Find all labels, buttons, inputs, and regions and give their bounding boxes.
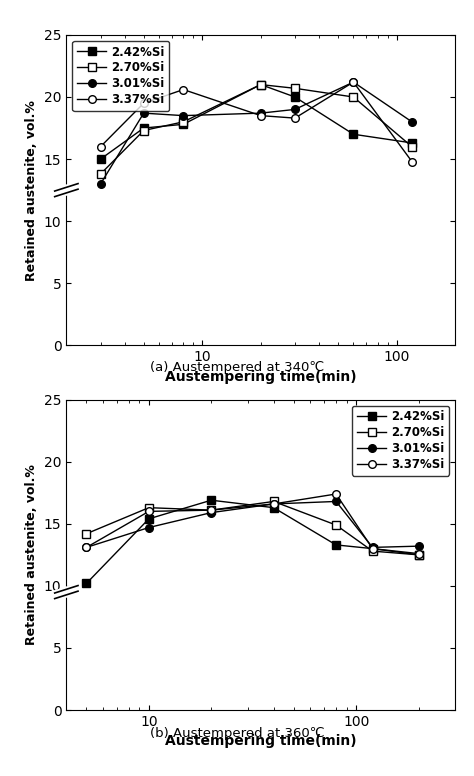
3.01%Si <box>416 542 421 551</box>
2.70%Si <box>370 546 375 556</box>
3.01%Si <box>258 109 264 118</box>
Line: 2.42%Si: 2.42%Si <box>82 497 422 587</box>
2.42%Si <box>271 503 276 512</box>
3.01%Si <box>271 499 276 508</box>
3.01%Si <box>146 523 152 532</box>
Text: (a) Austempered at 340℃: (a) Austempered at 340℃ <box>150 361 324 374</box>
2.42%Si <box>258 80 264 89</box>
2.70%Si <box>351 92 356 102</box>
Line: 2.70%Si: 2.70%Si <box>82 497 422 559</box>
2.42%Si <box>292 92 298 102</box>
2.70%Si <box>98 169 103 178</box>
2.70%Si <box>83 529 89 539</box>
Text: (b) Austempered at 360℃: (b) Austempered at 360℃ <box>150 727 324 740</box>
X-axis label: Austempering time(min): Austempering time(min) <box>165 369 356 384</box>
3.01%Si <box>333 497 339 506</box>
3.01%Si <box>141 109 146 118</box>
3.01%Si <box>292 105 298 114</box>
2.42%Si <box>370 544 375 553</box>
3.37%Si <box>370 544 375 553</box>
Line: 3.01%Si: 3.01%Si <box>82 497 422 551</box>
2.42%Si <box>351 130 356 139</box>
2.42%Si <box>209 496 214 505</box>
2.42%Si <box>416 550 421 559</box>
3.01%Si <box>83 542 89 552</box>
3.37%Si <box>416 549 421 558</box>
2.42%Si <box>333 540 339 549</box>
Y-axis label: Retained austenite, vol.%: Retained austenite, vol.% <box>25 99 38 281</box>
3.01%Si <box>409 117 415 126</box>
3.01%Si <box>98 179 103 189</box>
2.70%Si <box>209 505 214 514</box>
2.42%Si <box>146 514 152 524</box>
2.42%Si <box>181 120 186 129</box>
3.37%Si <box>181 85 186 94</box>
2.42%Si <box>83 579 89 588</box>
Line: 3.37%Si: 3.37%Si <box>97 78 416 165</box>
X-axis label: Austempering time(min): Austempering time(min) <box>165 734 356 749</box>
2.70%Si <box>416 550 421 559</box>
2.70%Si <box>258 80 264 89</box>
2.42%Si <box>409 138 415 147</box>
2.42%Si <box>98 154 103 164</box>
3.37%Si <box>333 490 339 499</box>
3.01%Si <box>181 111 186 120</box>
Legend: 2.42%Si, 2.70%Si, 3.01%Si, 3.37%Si: 2.42%Si, 2.70%Si, 3.01%Si, 3.37%Si <box>352 406 449 476</box>
Legend: 2.42%Si, 2.70%Si, 3.01%Si, 3.37%Si: 2.42%Si, 2.70%Si, 3.01%Si, 3.37%Si <box>72 41 169 111</box>
3.37%Si <box>98 142 103 151</box>
3.37%Si <box>141 99 146 108</box>
2.70%Si <box>292 84 298 93</box>
2.70%Si <box>409 142 415 151</box>
3.37%Si <box>292 113 298 123</box>
Line: 3.37%Si: 3.37%Si <box>82 490 422 557</box>
2.70%Si <box>146 503 152 512</box>
3.01%Si <box>370 542 375 552</box>
3.01%Si <box>351 78 356 87</box>
Line: 2.70%Si: 2.70%Si <box>97 81 416 178</box>
Y-axis label: Retained austenite, vol.%: Retained austenite, vol.% <box>25 464 38 646</box>
3.37%Si <box>351 78 356 87</box>
Line: 3.01%Si: 3.01%Si <box>97 78 416 188</box>
2.70%Si <box>271 497 276 506</box>
3.37%Si <box>409 157 415 166</box>
Line: 2.42%Si: 2.42%Si <box>97 81 416 163</box>
2.70%Si <box>141 126 146 135</box>
2.42%Si <box>141 123 146 133</box>
3.37%Si <box>83 542 89 552</box>
3.01%Si <box>209 508 214 518</box>
2.70%Si <box>181 117 186 126</box>
3.37%Si <box>258 111 264 120</box>
3.37%Si <box>146 507 152 516</box>
3.37%Si <box>209 505 214 514</box>
2.70%Si <box>333 521 339 530</box>
3.37%Si <box>271 499 276 508</box>
